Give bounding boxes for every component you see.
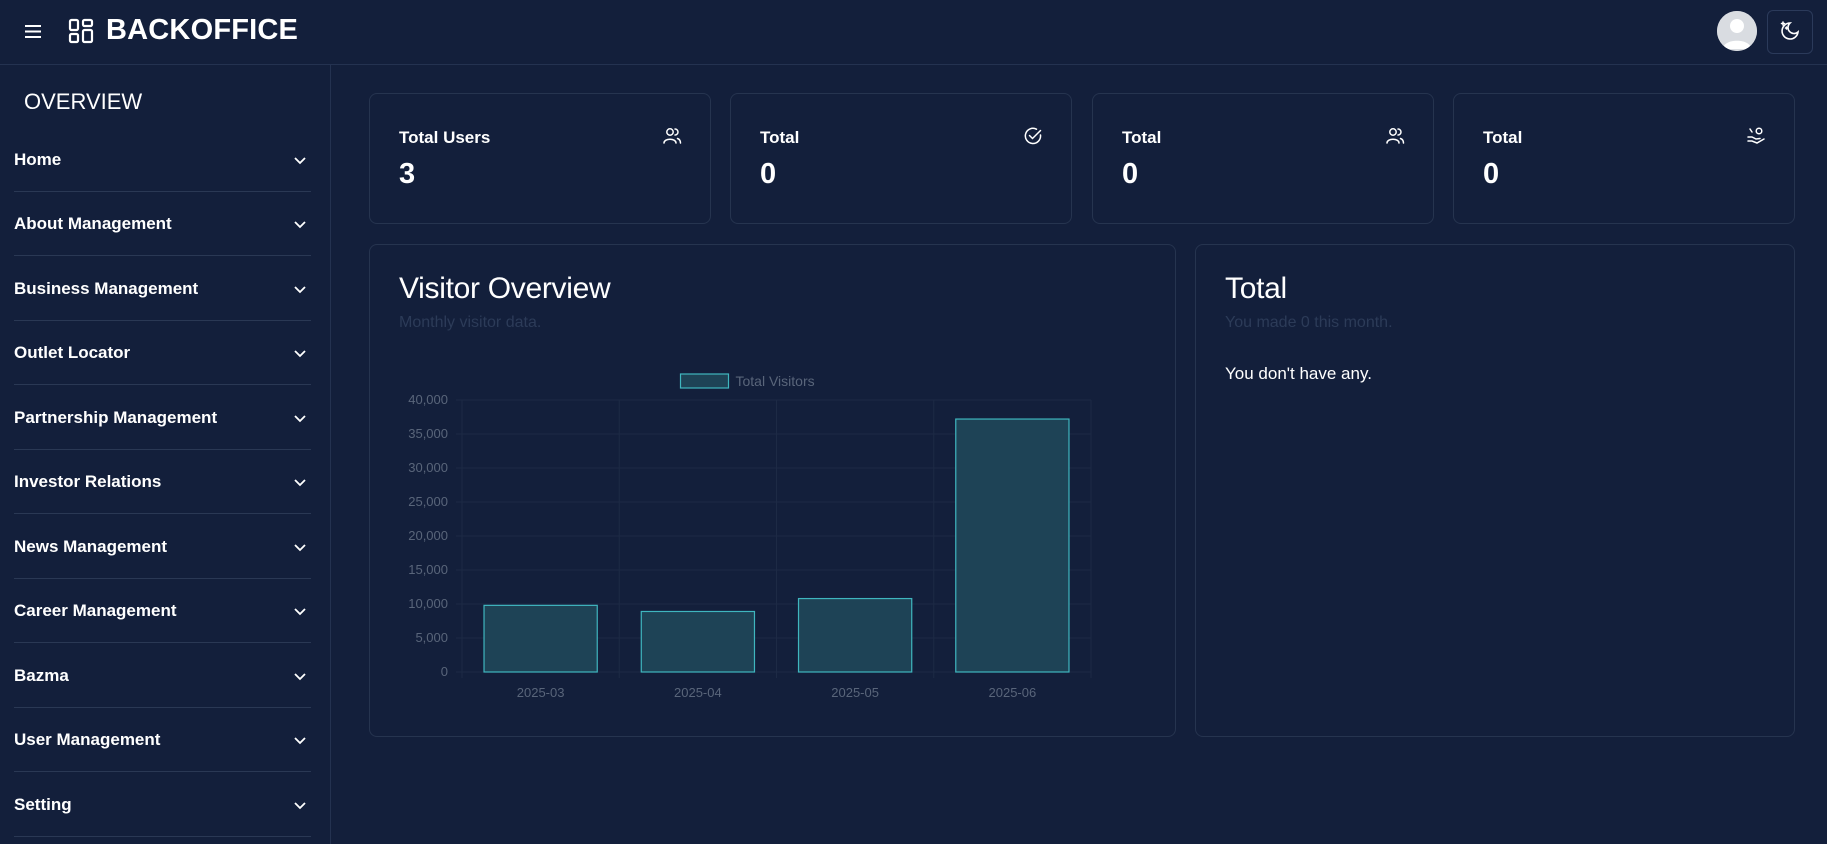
- sidebar-item-label: Setting: [14, 794, 72, 814]
- brand-title: BACKOFFICE: [106, 14, 299, 46]
- visitor-overview-title: Visitor Overview: [399, 272, 611, 305]
- y-tick-label: 25,000: [408, 494, 448, 509]
- y-tick-label: 15,000: [408, 562, 448, 577]
- sidebar-item-outlet-locator[interactable]: Outlet Locator: [14, 321, 311, 385]
- sidebar-item-business-management[interactable]: Business Management: [14, 256, 311, 321]
- chart-bar: [955, 418, 1070, 673]
- sidebar-item-label: Career Management: [14, 601, 177, 621]
- sidebar-item-label: Home: [14, 149, 62, 169]
- chevron-down-icon: [294, 350, 306, 358]
- chart-bar: [640, 610, 756, 673]
- stat-card-total-users: Total Users 3: [369, 93, 711, 224]
- sidebar-item-label: News Management: [14, 536, 168, 556]
- chart-bar: [483, 604, 598, 673]
- sidebar-item-label: Business Management: [14, 278, 199, 298]
- stat-label: Total: [760, 128, 800, 147]
- stat-card-total-3: Total 0: [1092, 93, 1434, 224]
- sidebar-item-label: Partnership Management: [14, 407, 218, 427]
- sidebar-nav: Home About Management Business Managemen…: [14, 127, 311, 837]
- stat-label: Total: [1122, 128, 1162, 147]
- stat-value: 3: [399, 158, 416, 190]
- sidebar-item-bazma[interactable]: Bazma: [14, 643, 311, 708]
- y-tick-label: 30,000: [408, 460, 448, 475]
- hamburger-menu-icon[interactable]: [22, 20, 44, 42]
- chevron-down-icon: [294, 673, 306, 681]
- stat-value: 0: [1122, 158, 1139, 190]
- sidebar-item-label: User Management: [14, 730, 161, 750]
- x-tick-label: 2025-06: [989, 685, 1037, 700]
- stat-value: 0: [760, 158, 777, 190]
- legend-swatch: [679, 373, 730, 389]
- chevron-down-icon: [294, 737, 306, 745]
- stat-label: Total: [1483, 128, 1523, 147]
- total-card: Total You made 0 this month. You don't h…: [1195, 244, 1795, 737]
- users-icon: [1386, 128, 1405, 144]
- sidebar-item-partnership-management[interactable]: Partnership Management: [14, 385, 311, 450]
- sidebar-item-career-management[interactable]: Career Management: [14, 579, 311, 643]
- y-tick-label: 5,000: [415, 630, 448, 645]
- sidebar-item-about-management[interactable]: About Management: [14, 192, 311, 256]
- stat-label: Total Users: [399, 128, 491, 147]
- users-icon: [663, 128, 682, 144]
- y-tick-label: 0: [441, 664, 448, 679]
- y-tick-label: 20,000: [408, 528, 448, 543]
- sidebar-item-setting[interactable]: Setting: [14, 772, 311, 837]
- sidebar-item-news-management[interactable]: News Management: [14, 514, 311, 579]
- chevron-down-icon: [294, 608, 306, 616]
- visitor-overview-subtitle: Monthly visitor data.: [399, 314, 542, 331]
- moon-stars-icon: [1779, 19, 1801, 46]
- chart-bar: [797, 597, 913, 673]
- legend-label: Total Visitors: [736, 373, 815, 389]
- chevron-down-icon: [294, 157, 306, 165]
- chevron-down-icon: [294, 221, 306, 229]
- chevron-down-icon: [294, 415, 306, 423]
- chevron-down-icon: [294, 802, 306, 810]
- total-card-subtitle: You made 0 this month.: [1225, 314, 1393, 331]
- total-card-title: Total: [1225, 272, 1287, 305]
- y-tick-label: 35,000: [408, 426, 448, 441]
- sidebar-item-home[interactable]: Home: [14, 127, 311, 192]
- sidebar-item-user-management[interactable]: User Management: [14, 708, 311, 772]
- user-avatar-icon[interactable]: [1717, 11, 1757, 51]
- y-tick-label: 10,000: [408, 596, 448, 611]
- stat-value: 0: [1483, 158, 1500, 190]
- y-tick-label: 40,000: [408, 392, 448, 407]
- x-tick-label: 2025-04: [674, 685, 722, 700]
- grid-layout-icon: [68, 18, 94, 44]
- sidebar-item-label: Outlet Locator: [14, 343, 131, 363]
- chevron-down-icon: [294, 286, 306, 294]
- x-tick-label: 2025-03: [517, 685, 565, 700]
- empty-state-text: You don't have any.: [1225, 364, 1372, 383]
- sidebar-title: OVERVIEW: [24, 89, 143, 114]
- sidebar-item-label: Investor Relations: [14, 472, 162, 492]
- visitor-bar-chart: 0 5,000 10,000 15,000 20,000 25,000 30,000 35,0…: [408, 373, 1092, 700]
- sidebar-item-label: About Management: [14, 214, 172, 234]
- chevron-down-icon: [294, 479, 306, 487]
- sidebar-item-label: Bazma: [14, 665, 69, 685]
- hand-coins-icon: [1747, 127, 1765, 144]
- chevron-down-icon: [294, 544, 306, 552]
- sidebar: OVERVIEW Home About Management Business …: [0, 65, 331, 844]
- x-tick-label: 2025-05: [831, 685, 879, 700]
- stat-card-total-4: Total 0: [1453, 93, 1795, 224]
- top-bar: BACKOFFICE: [0, 0, 1827, 65]
- stat-card-total-2: Total 0: [730, 93, 1072, 224]
- sidebar-item-investor-relations[interactable]: Investor Relations: [14, 450, 311, 514]
- theme-toggle-button[interactable]: [1767, 10, 1813, 54]
- check-circle-icon: [1024, 127, 1042, 145]
- visitor-overview-card: Visitor Overview Monthly visitor data. 0…: [369, 244, 1176, 737]
